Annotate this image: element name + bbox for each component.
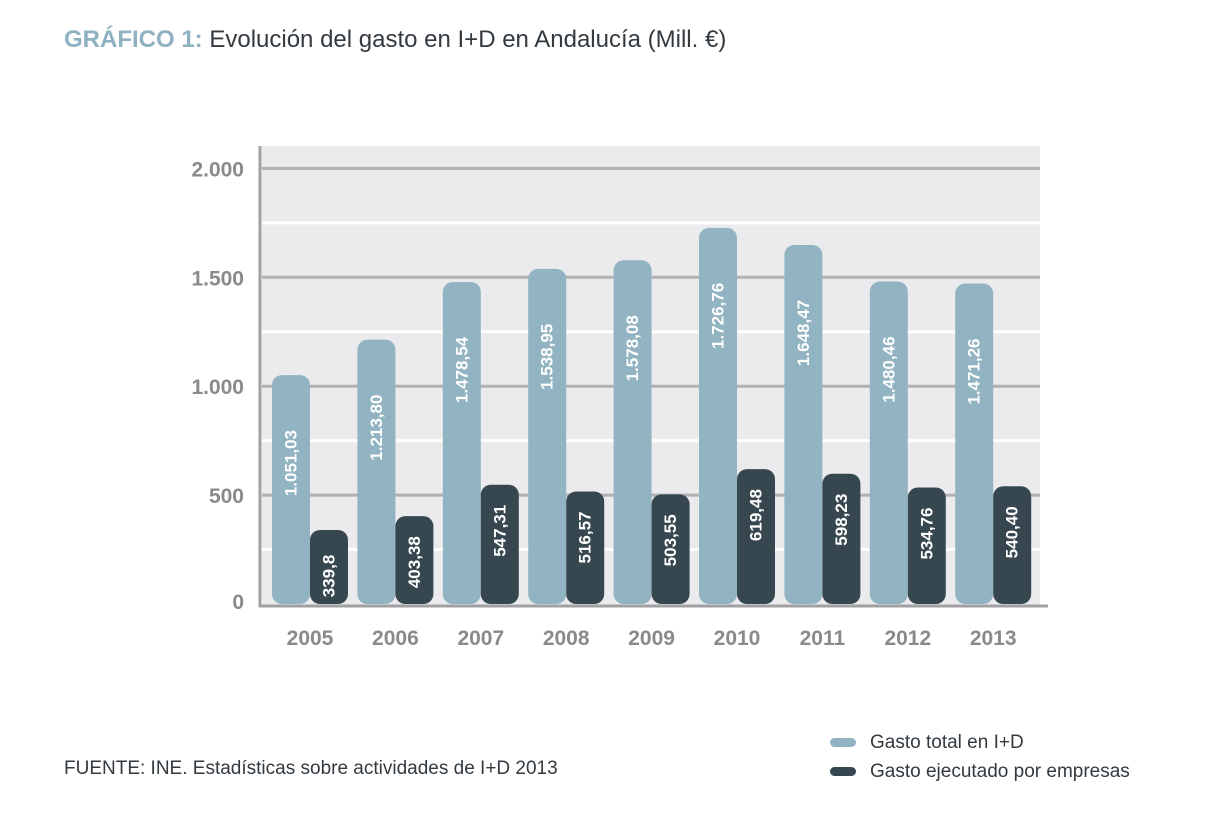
bar-empresas: [651, 494, 690, 604]
bar-total: [528, 268, 567, 604]
bar-empresas: [395, 516, 434, 604]
source-note: FUENTE: INE. Estadísticas sobre activida…: [64, 758, 558, 779]
chart-title-prefix: GRÁFICO 1:: [64, 26, 203, 53]
legend-item-empresas: Gasto ejecutado por empresas: [830, 757, 1130, 786]
bar-label-empresas: 534,76: [917, 508, 936, 560]
x-tick-label: 2010: [714, 627, 761, 650]
chart-title: GRÁFICO 1: Evolución del gasto en I+D en…: [64, 26, 726, 54]
bar-label-empresas: 547,31: [490, 505, 509, 557]
x-tick-label: 2011: [800, 627, 846, 650]
bar-label-total: 1.480,46: [879, 336, 898, 402]
bar-label-empresas: 540,40: [1003, 506, 1022, 558]
bar-label-total: 1.213,80: [367, 395, 386, 461]
bar-total: [272, 375, 310, 604]
x-tick-label: 2009: [628, 627, 675, 650]
bar-empresas: [993, 486, 1032, 604]
bar-label-empresas: 403,38: [405, 536, 424, 588]
bar-empresas: [566, 491, 605, 604]
legend-item-total: Gasto total en I+D: [830, 728, 1130, 757]
x-tick-label: 2006: [372, 627, 419, 650]
bar-label-empresas: 516,57: [576, 511, 595, 563]
bar-label-total: 1.471,26: [965, 338, 984, 404]
bar-label-total: 1.478,54: [452, 336, 471, 403]
bar-total: [357, 339, 396, 604]
legend: Gasto total en I+D Gasto ejecutado por e…: [830, 728, 1130, 786]
y-tick-label: 0: [232, 591, 244, 614]
bar-empresas: [907, 487, 946, 604]
y-tick-label: 500: [209, 485, 244, 508]
bar-label-total: 1.051,03: [282, 430, 301, 496]
bar-label-total: 1.648,47: [794, 300, 813, 366]
bar-total: [955, 283, 994, 604]
bar-total: [699, 227, 737, 604]
x-tick-label: 2012: [884, 627, 931, 650]
x-axis-ticks: 2005 2006 2007 2008 2009 2010 2011 2012 2013: [287, 627, 1017, 650]
legend-label-empresas: Gasto ejecutado por empresas: [870, 760, 1130, 782]
bar-label-total: 1.538,95: [538, 324, 557, 390]
y-axis-ticks: 0 500 1.000 1.500 2.000: [191, 158, 244, 614]
legend-swatch-total: [830, 738, 856, 747]
x-tick-label: 2007: [457, 627, 504, 650]
bar-label-total: 1.578,08: [623, 315, 642, 381]
x-tick-label: 2005: [287, 627, 334, 650]
bar-empresas: [737, 469, 775, 604]
bar-label-total: 1.726,76: [709, 283, 728, 349]
bar-total: [613, 260, 652, 604]
bar-total: [869, 281, 908, 604]
x-tick-label: 2008: [543, 627, 590, 650]
bar-label-empresas: 619,48: [747, 489, 766, 541]
legend-swatch-empresas: [830, 767, 856, 776]
chart-title-text: Evolución del gasto en I+D en Andalucía …: [209, 26, 727, 53]
bar-total: [784, 244, 823, 604]
bar-empresas: [310, 529, 348, 604]
y-tick-label: 1.000: [191, 376, 244, 399]
x-tick-label: 2013: [970, 627, 1017, 650]
bar-label-empresas: 598,23: [832, 494, 851, 546]
bar-empresas: [822, 473, 861, 604]
bar-label-empresas: 503,55: [661, 514, 680, 566]
legend-label-total: Gasto total en I+D: [870, 731, 1024, 753]
bar-label-empresas: 339,8: [320, 555, 339, 598]
bars: 1.051,03 339,8 1.213,80 403,38 1.478,54 547,3…: [272, 227, 1032, 604]
bar-empresas: [480, 484, 519, 604]
y-tick-label: 2.000: [191, 158, 244, 181]
y-tick-label: 1.500: [191, 267, 244, 290]
bar-total: [442, 281, 481, 604]
